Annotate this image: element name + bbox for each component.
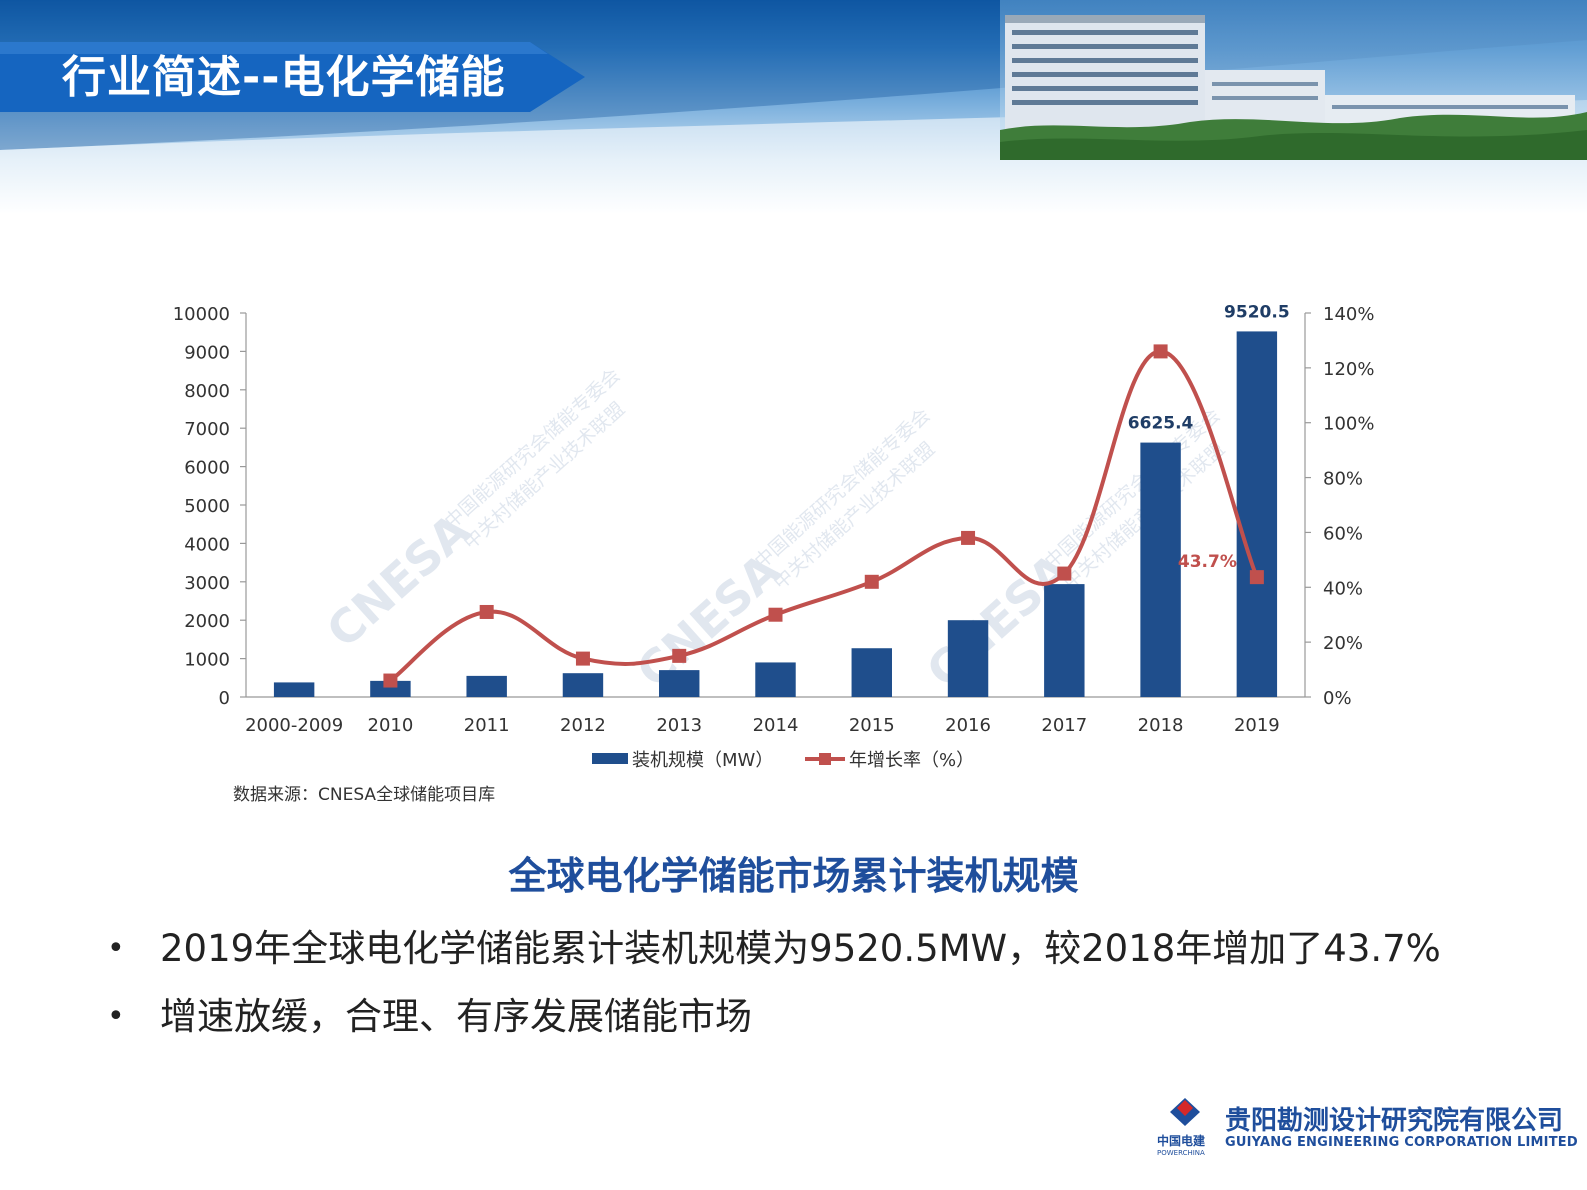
watermark-text: 中国能源研究会储能专委会 (750, 404, 934, 573)
company-name-en: GUIYANG ENGINEERING CORPORATION LIMITED (1225, 1135, 1578, 1150)
x-axis-tick-label: 2013 (656, 715, 702, 736)
right-axis-tick-label: 0% (1323, 688, 1352, 709)
brand-name-cn: 中国电建 (1157, 1134, 1206, 1148)
bullet-item: • 2019年全球电化学储能累计装机规模为9520.5MW，较2018年增加了4… (105, 915, 1565, 983)
bar (1044, 584, 1085, 697)
x-axis-tick-label: 2011 (464, 715, 510, 736)
bar (755, 662, 796, 697)
bar (851, 648, 892, 697)
bullet-list: • 2019年全球电化学储能累计装机规模为9520.5MW，较2018年增加了4… (105, 915, 1565, 1051)
right-axis-tick-label: 140% (1323, 304, 1374, 325)
left-axis-tick-label: 10000 (173, 304, 230, 325)
growth-rate-marker (1057, 566, 1072, 581)
bar (1140, 442, 1181, 697)
left-axis-tick-label: 5000 (184, 496, 230, 517)
right-axis-tick-label: 20% (1323, 633, 1363, 654)
x-axis-tick-label: 2010 (368, 715, 414, 736)
x-axis-tick-label: 2018 (1138, 715, 1184, 736)
left-axis-tick-label: 1000 (184, 650, 230, 671)
slide-title: 行业简述--电化学储能 (62, 52, 506, 103)
company-name-cn: 贵阳勘测设计研究院有限公司 (1225, 1106, 1564, 1136)
legend-label-line: 年增长率（%） (849, 750, 974, 771)
x-axis-tick-label: 2012 (560, 715, 606, 736)
x-axis-tick-label: 2014 (753, 715, 799, 736)
bar (273, 682, 315, 697)
growth-rate-marker (864, 574, 879, 589)
bullet-text: 2019年全球电化学储能累计装机规模为9520.5MW，较2018年增加了43.… (160, 927, 1441, 970)
growth-rate-marker (575, 651, 590, 666)
left-axis-tick-label: 8000 (184, 381, 230, 402)
x-axis-tick-label: 2015 (849, 715, 895, 736)
legend-label-bar: 装机规模（MW） (632, 750, 773, 771)
right-axis-tick-label: 60% (1323, 523, 1363, 544)
brand-name-en: POWERCHINA (1157, 1149, 1205, 1157)
left-axis-tick-label: 2000 (184, 611, 230, 632)
bullet-dot: • (107, 999, 125, 1034)
bar (1236, 331, 1278, 697)
chart-heading: 全球电化学储能市场累计装机规模 (508, 854, 1079, 898)
growth-rate-marker (672, 648, 687, 663)
x-axis-tick-label: 2017 (1041, 715, 1087, 736)
watermark-layer: CNESA 中国能源研究会储能专委会 中关村储能产业技术联盟 CNESA 中国能… (316, 364, 1229, 698)
source-note: 数据来源：CNESA全球储能项目库 (233, 785, 495, 805)
legend-swatch-marker (819, 753, 831, 765)
right-axis-tick-label: 40% (1323, 578, 1363, 599)
growth-rate-marker (961, 530, 976, 545)
line-value-label: 43.7% (1178, 552, 1237, 572)
growth-rate-marker (383, 673, 398, 688)
right-axis-tick-label: 100% (1323, 414, 1374, 435)
x-axis-tick-label: 2000-2009 (245, 715, 343, 736)
bar-value-label: 6625.4 (1128, 414, 1194, 434)
bar-value-label: 9520.5 (1224, 302, 1290, 322)
bar (466, 675, 507, 697)
legend-swatch-bar (592, 753, 628, 764)
bar (659, 670, 700, 697)
bar (370, 680, 411, 697)
watermark-text: 中国能源研究会储能专委会 (440, 364, 624, 533)
x-axis-tick-label: 2016 (945, 715, 991, 736)
title-arrow-banner (0, 42, 585, 112)
right-axis-tick-label: 80% (1323, 469, 1363, 490)
growth-rate-marker (1153, 344, 1168, 359)
legend: 装机规模（MW） 年增长率（%） (592, 750, 974, 771)
bar (947, 620, 989, 697)
left-axis-tick-label: 3000 (184, 573, 230, 594)
growth-rate-marker (479, 604, 494, 619)
bullet-dot: • (107, 931, 125, 966)
building-photo (1000, 0, 1587, 160)
right-axis-tick-label: 120% (1323, 359, 1374, 380)
growth-rate-marker (768, 607, 783, 622)
left-axis-tick-label: 6000 (184, 458, 230, 479)
left-axis-tick-label: 0 (219, 688, 230, 709)
growth-rate-marker (1249, 570, 1264, 585)
x-axis-tick-label: 2019 (1234, 715, 1280, 736)
bullet-text: 增速放缓，合理、有序发展储能市场 (160, 995, 752, 1038)
left-axis-tick-label: 7000 (184, 419, 230, 440)
chart: CNESA 中国能源研究会储能专委会 中关村储能产业技术联盟 CNESA 中国能… (173, 302, 1375, 805)
left-axis-tick-label: 4000 (184, 534, 230, 555)
bar (562, 673, 604, 697)
bullet-item: • 增速放缓，合理、有序发展储能市场 (105, 983, 1565, 1051)
left-axis-tick-label: 9000 (184, 342, 230, 363)
powerchina-logo (1170, 1098, 1200, 1126)
